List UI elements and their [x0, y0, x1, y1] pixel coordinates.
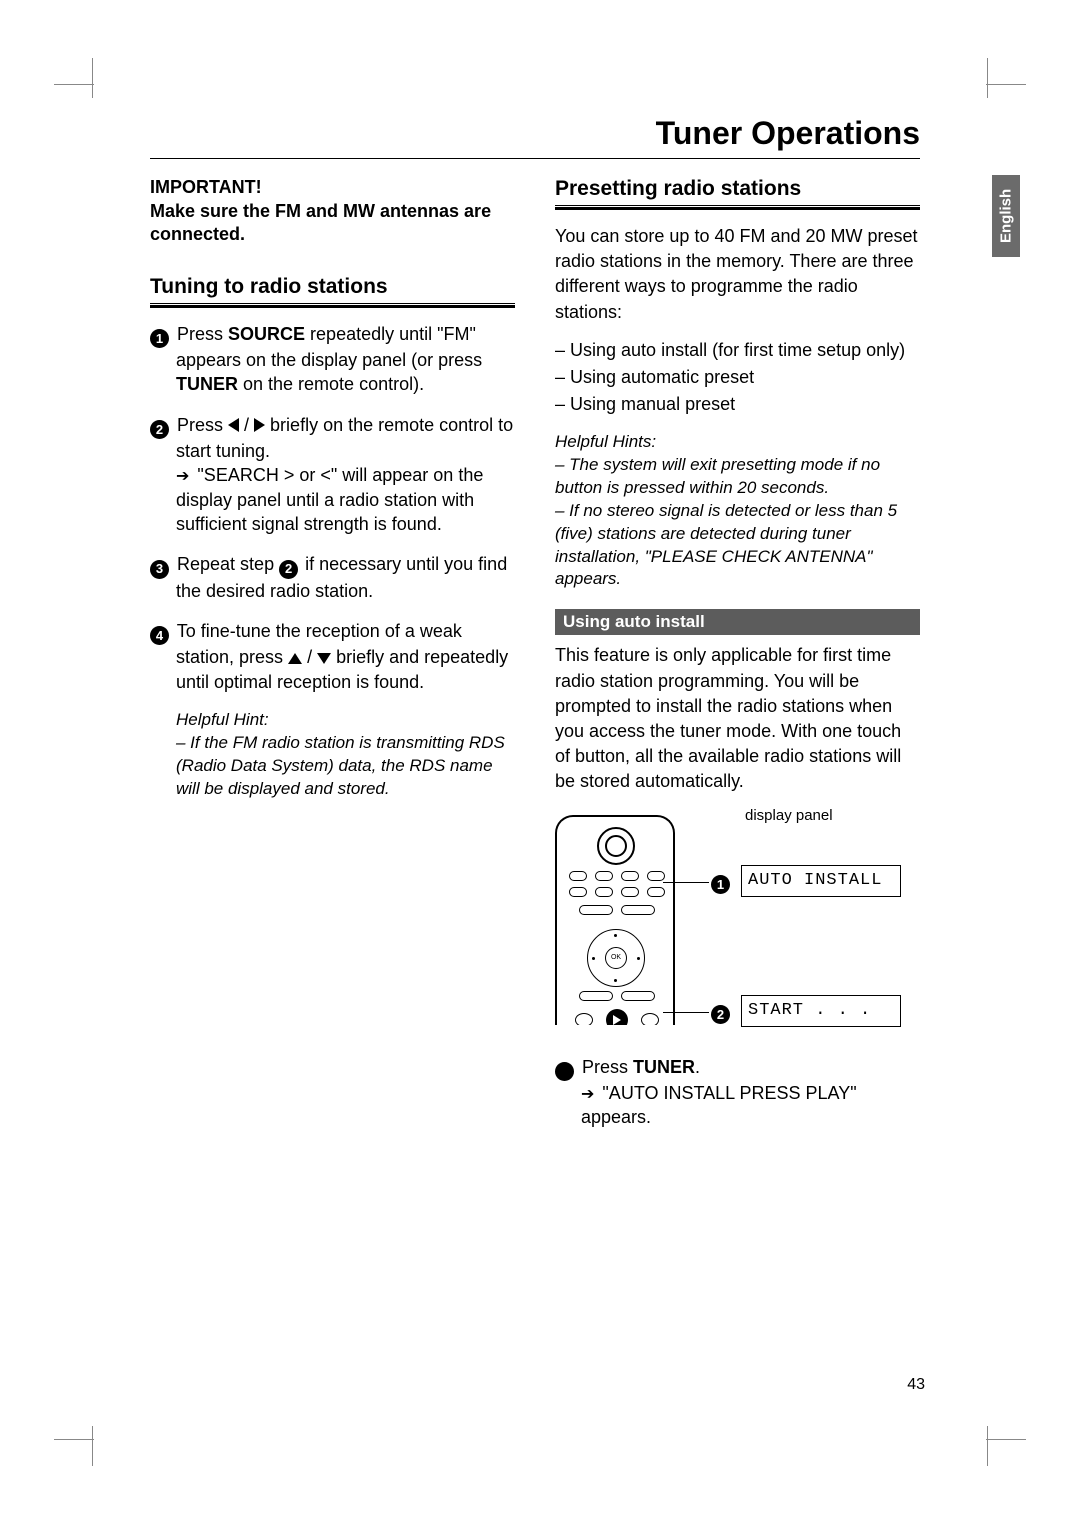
- bullet-list: – Using auto install (for first time set…: [555, 337, 920, 418]
- dot-icon: [614, 934, 617, 937]
- crop-mark: [92, 1426, 93, 1466]
- dot-icon: [592, 957, 595, 960]
- step-text: /: [239, 415, 254, 435]
- step-text: Repeat step: [177, 554, 279, 574]
- list-item: – Using auto install (for first time set…: [555, 337, 920, 364]
- step-bold: TUNER: [176, 374, 238, 394]
- step-ref-icon: 2: [279, 560, 298, 579]
- step-number-icon: 2: [711, 1005, 730, 1024]
- remote-play-icon: [606, 1009, 628, 1025]
- crop-mark: [987, 58, 988, 98]
- right-column: Presetting radio stations You can store …: [555, 177, 920, 1130]
- remote-ring-icon: [605, 835, 627, 857]
- subsection-bar: Using auto install: [555, 609, 920, 635]
- hints-heading: Helpful Hints:: [555, 432, 920, 452]
- step-text: on the remote control).: [238, 374, 424, 394]
- arrow-icon: ➔: [176, 468, 189, 485]
- step-number-icon: 2: [150, 420, 169, 439]
- step-bold: SOURCE: [228, 324, 305, 344]
- step-text: /: [302, 647, 317, 667]
- remote-play-row: [575, 1009, 659, 1025]
- step-number-icon: 1: [555, 1062, 574, 1081]
- step-2: 2 Press / briefly on the remote control …: [150, 413, 515, 537]
- crop-mark: [92, 58, 93, 98]
- step-number-icon: 1: [150, 329, 169, 348]
- left-triangle-icon: [228, 418, 239, 432]
- dot-icon: [614, 979, 617, 982]
- step-r1: 1 Press TUNER. ➔ "AUTO INSTALL PRESS PLA…: [555, 1055, 920, 1130]
- left-column: IMPORTANT! Make sure the FM and MW anten…: [150, 177, 515, 1130]
- remote-button-row: [569, 991, 665, 1001]
- display-box: START . . .: [741, 995, 901, 1027]
- callout-number: 2: [711, 1003, 733, 1024]
- leader-line: [663, 1012, 709, 1014]
- crop-mark: [54, 84, 94, 85]
- crop-mark: [54, 1439, 94, 1440]
- section-heading-tuning: Tuning to radio stations: [150, 275, 515, 304]
- hint-item: – If no stereo signal is detected or les…: [555, 500, 920, 592]
- remote-prev-icon: [575, 1013, 593, 1025]
- up-triangle-icon: [288, 653, 302, 664]
- crop-mark: [986, 84, 1026, 85]
- step-text: Press: [177, 415, 228, 435]
- dot-icon: [637, 957, 640, 960]
- remote-illustration: OK: [555, 815, 675, 1025]
- arrow-icon: ➔: [581, 1086, 594, 1103]
- section-heading-preset: Presetting radio stations: [555, 177, 920, 206]
- important-label: IMPORTANT!: [150, 177, 515, 198]
- hint-heading: Helpful Hint:: [150, 710, 515, 730]
- step-number-icon: 3: [150, 560, 169, 579]
- display-box: AUTO INSTALL: [741, 865, 901, 897]
- columns: IMPORTANT! Make sure the FM and MW anten…: [150, 177, 920, 1130]
- leader-line: [663, 882, 709, 884]
- remote-button-row: [569, 887, 665, 897]
- step-result: "SEARCH > or <" will appear on the displ…: [176, 465, 483, 534]
- remote-button-row: [569, 905, 665, 915]
- remote-diagram: display panel OK: [555, 807, 920, 1037]
- step-number-icon: 1: [711, 875, 730, 894]
- important-text: Make sure the FM and MW antennas are con…: [150, 200, 515, 247]
- page-number: 43: [907, 1376, 925, 1394]
- list-item: – Using automatic preset: [555, 364, 920, 391]
- intro-text: You can store up to 40 FM and 20 MW pres…: [555, 224, 920, 325]
- step-text: .: [695, 1057, 700, 1077]
- step-bold: TUNER: [633, 1057, 695, 1077]
- remote-button-row: [569, 871, 665, 881]
- list-item: – Using manual preset: [555, 391, 920, 418]
- crop-mark: [987, 1426, 988, 1466]
- down-triangle-icon: [317, 653, 331, 664]
- page-title: Tuner Operations: [150, 115, 920, 159]
- remote-ok-button: OK: [605, 947, 627, 969]
- language-tab: English: [992, 175, 1020, 257]
- hint-item: – The system will exit presetting mode i…: [555, 454, 920, 500]
- step-result: "AUTO INSTALL PRESS PLAY" appears.: [581, 1083, 857, 1128]
- remote-next-icon: [641, 1013, 659, 1025]
- step-1: 1 Press SOURCE repeatedly until "FM" app…: [150, 322, 515, 397]
- auto-install-body: This feature is only applicable for firs…: [555, 643, 920, 794]
- step-text: Press: [177, 324, 228, 344]
- hint-body: – If the FM radio station is transmittin…: [150, 732, 515, 801]
- display-panel-label: display panel: [745, 807, 833, 824]
- crop-mark: [986, 1439, 1026, 1440]
- step-3: 3 Repeat step 2 if necessary until you f…: [150, 552, 515, 603]
- step-text: Press: [582, 1057, 633, 1077]
- page-content: Tuner Operations IMPORTANT! Make sure th…: [150, 115, 920, 1130]
- step-number-icon: 4: [150, 626, 169, 645]
- step-4: 4 To fine-tune the reception of a weak s…: [150, 619, 515, 694]
- right-triangle-icon: [254, 418, 265, 432]
- callout-number: 1: [711, 873, 733, 894]
